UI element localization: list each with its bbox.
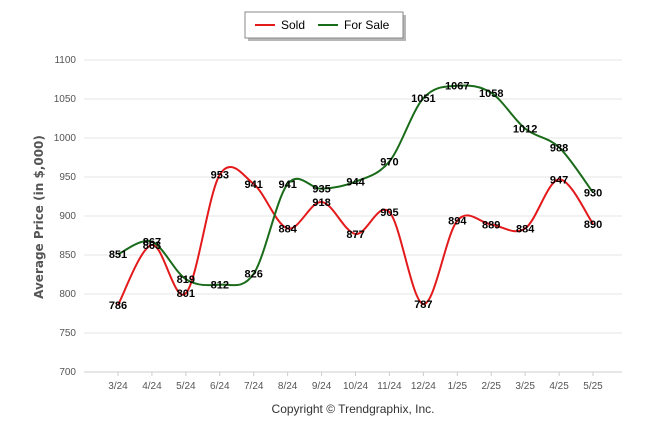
data-label-for-sale: 1012: [513, 124, 537, 136]
data-label-for-sale: 944: [346, 177, 365, 189]
y-tick-label: 750: [59, 328, 76, 339]
legend: Sold For Sale: [244, 11, 406, 41]
data-label-sold: 801: [177, 288, 195, 300]
x-tick-label: 4/24: [142, 381, 162, 392]
data-label-for-sale: 851: [109, 249, 127, 261]
data-labels: 786 863 801 953 941 884 918 877 905 787 894 889 884 9…: [109, 81, 602, 312]
y-tick-label: 1100: [54, 55, 76, 66]
y-tick-label: 700: [59, 367, 76, 378]
series-line-for-sale: [117, 84, 594, 287]
data-label-sold: 884: [278, 223, 297, 235]
x-tick-label: 11/24: [377, 381, 402, 392]
x-tick-label: 1/25: [448, 381, 468, 392]
x-axis-ticks: 3/24 4/24 5/24 6/24 7/24 8/24 9/24 10/24 11/24 12…: [108, 372, 603, 392]
x-tick-label: 5/25: [583, 381, 603, 392]
x-tick-label: 8/24: [278, 381, 298, 392]
x-tick-label: 5/24: [176, 381, 196, 392]
data-label-sold: 889: [482, 220, 500, 232]
x-tick-label: 3/24: [108, 381, 128, 392]
data-label-for-sale: 988: [550, 142, 568, 154]
series-lines: [117, 84, 594, 306]
data-label-sold: 884: [516, 223, 535, 235]
x-tick-label: 6/24: [210, 381, 230, 392]
y-tick-label: 900: [59, 211, 76, 222]
data-label-for-sale: 970: [380, 156, 398, 168]
data-label-for-sale: 1067: [445, 81, 469, 93]
copyright-text: Copyright © Trendgraphix, Inc.: [272, 402, 435, 416]
data-label-sold: 953: [211, 170, 229, 182]
data-label-for-sale: 1051: [411, 93, 435, 105]
data-label-sold: 786: [109, 300, 127, 312]
y-axis-label: Average Price (in $,000): [32, 135, 46, 299]
y-axis-ticks: 700 750 800 850 900 950 1000 1050 1100: [54, 55, 77, 378]
data-label-sold: 787: [414, 299, 432, 311]
x-tick-label: 10/24: [343, 381, 368, 392]
data-label-sold: 918: [312, 197, 330, 209]
data-label-for-sale: 819: [177, 274, 195, 286]
data-label-for-sale: 812: [211, 280, 229, 292]
grid: [84, 59, 622, 373]
y-tick-label: 800: [59, 289, 76, 300]
y-tick-label: 1000: [54, 133, 77, 144]
data-label-sold: 877: [346, 229, 364, 241]
y-tick-label: 1050: [54, 94, 77, 105]
data-label-sold: 941: [245, 179, 263, 191]
x-tick-label: 9/24: [312, 381, 332, 392]
data-label-for-sale: 930: [584, 188, 602, 200]
data-label-sold: 894: [448, 216, 467, 228]
y-tick-label: 950: [59, 172, 76, 183]
x-tick-label: 12/24: [411, 381, 436, 392]
data-label-for-sale: 1058: [479, 88, 503, 100]
legend-sold-label: Sold: [281, 18, 305, 32]
data-label-sold: 863: [143, 240, 161, 252]
data-label-for-sale: 941: [278, 179, 296, 191]
y-tick-label: 850: [59, 250, 76, 261]
x-tick-label: 7/24: [244, 381, 264, 392]
data-label-for-sale: 867: [143, 237, 161, 249]
x-tick-label: 2/25: [481, 381, 501, 392]
legend-for-sale-label: For Sale: [344, 18, 390, 32]
data-label-sold: 890: [584, 219, 602, 231]
x-tick-label: 4/25: [549, 381, 569, 392]
data-label-for-sale: 935: [312, 184, 330, 196]
data-label-for-sale: 826: [245, 269, 263, 281]
data-label-sold: 947: [550, 174, 568, 186]
x-tick-label: 3/25: [515, 381, 535, 392]
data-label-sold: 905: [380, 207, 398, 219]
